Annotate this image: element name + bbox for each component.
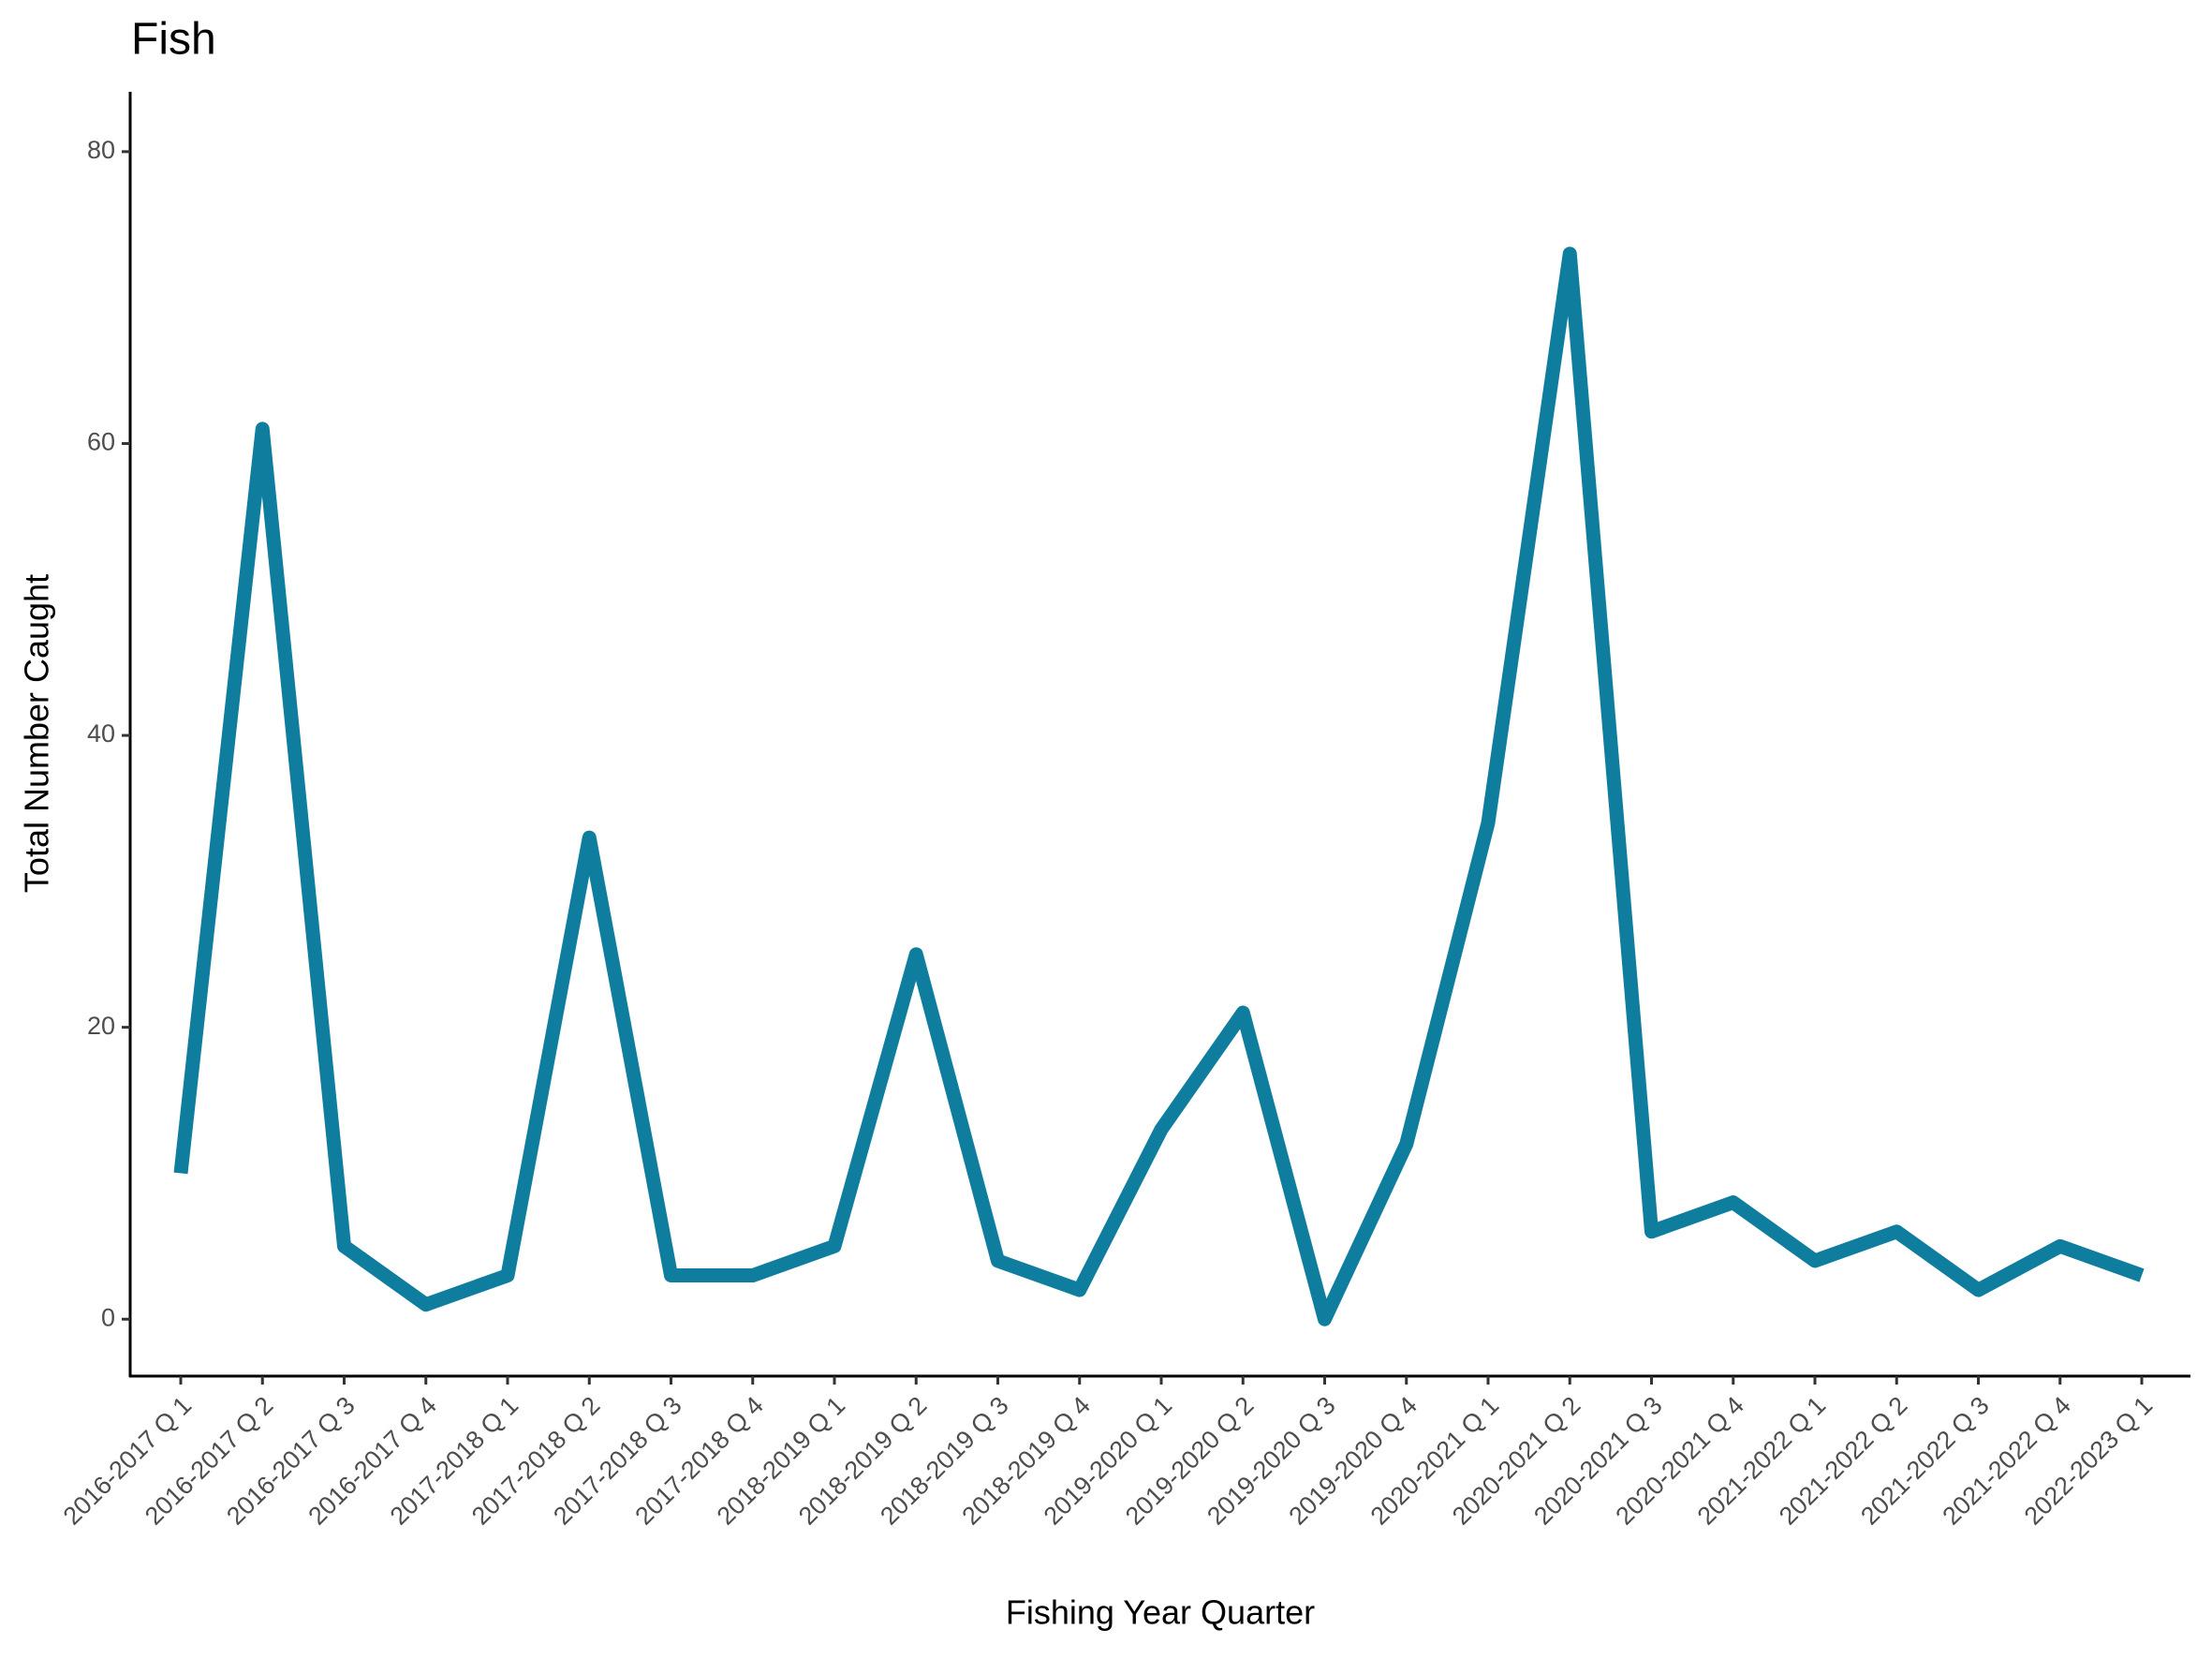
y-tick-label: 40 [87, 719, 115, 748]
y-tick-label: 80 [87, 136, 115, 164]
y-axis-title: Total Number Caught [18, 574, 56, 893]
data-line [173, 246, 2145, 1326]
y-tick-label: 60 [87, 428, 115, 456]
chart-title: Fish [131, 15, 216, 65]
x-axis-title: Fishing Year Quarter [1006, 1593, 1315, 1632]
y-tick-label: 0 [101, 1303, 115, 1331]
y-tick-label: 20 [87, 1012, 115, 1040]
